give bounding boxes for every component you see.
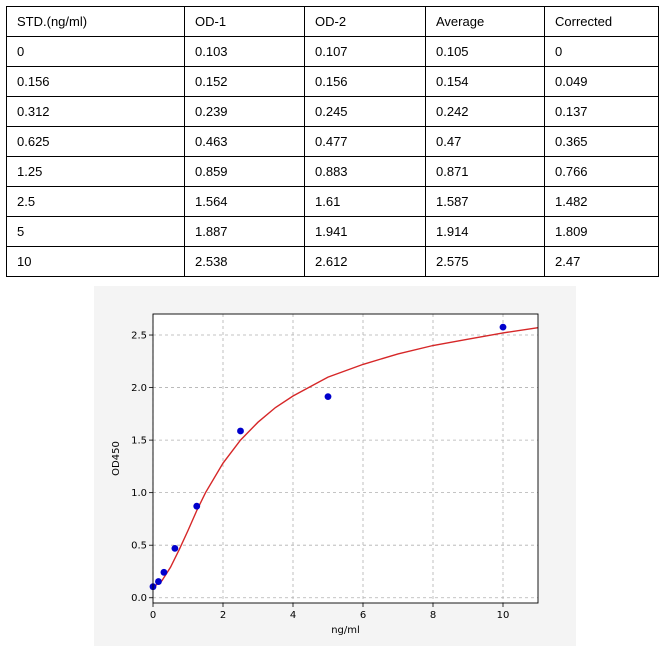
y-tick-label: 0.0 bbox=[131, 593, 147, 604]
table-cell: 2.575 bbox=[425, 246, 545, 277]
table-cell: 1.61 bbox=[304, 186, 426, 217]
table-row: 0.156 0.152 0.156 0.154 0.049 bbox=[6, 66, 659, 97]
table-cell: 5 bbox=[6, 216, 185, 247]
table-header-row: STD.(ng/ml) OD-1 OD-2 Average Corrected bbox=[6, 6, 659, 37]
y-tick-label: 1.0 bbox=[131, 488, 147, 499]
table-cell: 0.103 bbox=[184, 36, 305, 67]
data-point bbox=[193, 502, 201, 510]
x-axis-label: ng/ml bbox=[331, 625, 360, 636]
table-cell: 1.914 bbox=[425, 216, 545, 247]
table-cell: 0.312 bbox=[6, 96, 185, 127]
data-point bbox=[324, 393, 332, 401]
table-cell: 0 bbox=[6, 36, 185, 67]
column-header: STD.(ng/ml) bbox=[6, 6, 185, 37]
table-cell: 0.871 bbox=[425, 156, 545, 187]
table-cell: 0.137 bbox=[544, 96, 659, 127]
y-tick-label: 1.5 bbox=[131, 436, 147, 447]
table-cell: 0.154 bbox=[425, 66, 545, 97]
column-header: Corrected bbox=[544, 6, 659, 37]
table-cell: 0.245 bbox=[304, 96, 426, 127]
table-cell: 0 bbox=[544, 36, 659, 67]
plot-area bbox=[153, 314, 538, 603]
table-cell: 0.105 bbox=[425, 36, 545, 67]
table-cell: 0.152 bbox=[184, 66, 305, 97]
column-header: OD-2 bbox=[304, 6, 426, 37]
x-tick-label: 0 bbox=[150, 610, 156, 621]
data-point bbox=[237, 427, 244, 435]
standard-curve-chart: 0 2 4 6 8 10 0.0 0.5 1.0 1.5 2.0 2.5 ng/ml OD450 bbox=[111, 313, 539, 636]
table-row: 0.312 0.239 0.245 0.242 0.137 bbox=[6, 96, 659, 127]
table-row: 2.5 1.564 1.61 1.587 1.482 bbox=[6, 186, 659, 217]
table-cell: 0.463 bbox=[184, 126, 305, 157]
data-point bbox=[160, 568, 168, 576]
table-cell: 0.477 bbox=[304, 126, 426, 157]
table-cell: 1.887 bbox=[184, 216, 305, 247]
table-cell: 0.883 bbox=[304, 156, 426, 187]
table-cell: 2.47 bbox=[544, 246, 659, 277]
y-tick-label: 0.5 bbox=[131, 541, 147, 552]
plot-frame bbox=[152, 313, 539, 604]
x-tick-label: 4 bbox=[290, 610, 296, 621]
table-cell: 2.538 bbox=[184, 246, 305, 277]
table-cell: 0.365 bbox=[544, 126, 659, 157]
table-cell: 1.587 bbox=[425, 186, 545, 217]
table-cell: 0.156 bbox=[6, 66, 185, 97]
table-cell: 1.25 bbox=[6, 156, 185, 187]
table-row: 1.25 0.859 0.883 0.871 0.766 bbox=[6, 156, 659, 187]
y-axis-label: OD450 bbox=[111, 441, 122, 476]
table-cell: 0.625 bbox=[6, 126, 185, 157]
table-cell: 0.47 bbox=[425, 126, 545, 157]
table-cell: 0.766 bbox=[544, 156, 659, 187]
chart-panel: 0 2 4 6 8 10 0.0 0.5 1.0 1.5 2.0 2.5 ng/ml OD450 bbox=[94, 286, 576, 646]
x-tick-label: 10 bbox=[497, 610, 510, 621]
data-point bbox=[155, 578, 162, 585]
table-cell: 0.859 bbox=[184, 156, 305, 187]
table-cell: 2.5 bbox=[6, 186, 185, 217]
table-cell: 0.049 bbox=[544, 66, 659, 97]
table-cell: 1.809 bbox=[544, 216, 659, 247]
table-cell: 0.156 bbox=[304, 66, 426, 97]
column-header: OD-1 bbox=[184, 6, 305, 37]
table-row: 0 0.103 0.107 0.105 0 bbox=[6, 36, 659, 67]
data-point bbox=[171, 544, 179, 552]
data-point bbox=[499, 323, 507, 331]
table-cell: 1.482 bbox=[544, 186, 659, 217]
table-cell: 1.564 bbox=[184, 186, 305, 217]
table-row: 5 1.887 1.941 1.914 1.809 bbox=[6, 216, 659, 247]
table-row: 0.625 0.463 0.477 0.47 0.365 bbox=[6, 126, 659, 157]
y-tick-label: 2.0 bbox=[131, 383, 147, 394]
fit-curve bbox=[152, 327, 539, 588]
table-cell: 0.107 bbox=[304, 36, 426, 67]
x-tick-label: 2 bbox=[220, 610, 226, 621]
x-tick-label: 6 bbox=[360, 610, 366, 621]
x-tick-label: 8 bbox=[430, 610, 436, 621]
table-row: 10 2.538 2.612 2.575 2.47 bbox=[6, 246, 659, 277]
y-tick-label: 2.5 bbox=[131, 331, 147, 342]
column-header: Average bbox=[425, 6, 545, 37]
table-cell: 2.612 bbox=[304, 246, 426, 277]
table-cell: 10 bbox=[6, 246, 185, 277]
table-cell: 0.239 bbox=[184, 96, 305, 127]
table-cell: 1.941 bbox=[304, 216, 426, 247]
standard-curve-table: STD.(ng/ml) OD-1 OD-2 Average Corrected 0 0.10… bbox=[6, 6, 659, 277]
table-cell: 0.242 bbox=[425, 96, 545, 127]
